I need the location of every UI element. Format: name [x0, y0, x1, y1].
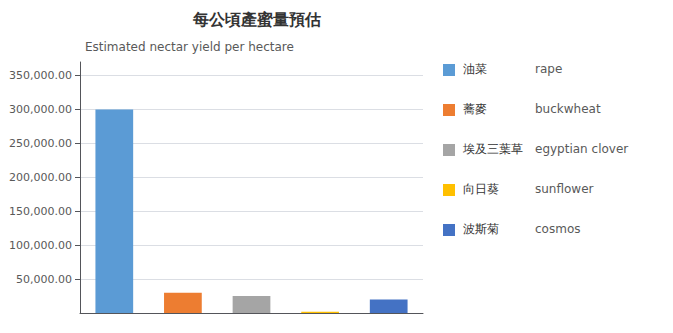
svg-text:每公頃產蜜量預估: 每公頃產蜜量預估: [192, 10, 321, 29]
svg-text:150,000.00: 150,000.00: [9, 205, 72, 218]
svg-text:向日葵: 向日葵: [463, 182, 499, 196]
svg-text:egyptian clover: egyptian clover: [535, 142, 628, 156]
svg-text:200,000.00: 200,000.00: [9, 171, 72, 184]
svg-text:50,000.00: 50,000.00: [16, 273, 72, 286]
svg-text:300,000.00: 300,000.00: [9, 103, 72, 116]
svg-text:sunflower: sunflower: [535, 182, 594, 196]
svg-text:Estimated nectar yield per hec: Estimated nectar yield per hectare: [85, 40, 294, 54]
svg-text:cosmos: cosmos: [535, 222, 580, 236]
svg-text:波斯菊: 波斯菊: [463, 222, 499, 236]
svg-text:250,000.00: 250,000.00: [9, 137, 72, 150]
svg-text:埃及三葉草: 埃及三葉草: [462, 142, 523, 156]
svg-text:油菜: 油菜: [463, 62, 487, 76]
svg-text:100,000.00: 100,000.00: [9, 239, 72, 252]
svg-text:buckwheat: buckwheat: [535, 102, 601, 116]
svg-text:rape: rape: [535, 62, 562, 76]
svg-text:350,000.00: 350,000.00: [9, 69, 72, 82]
svg-text:蕎麥: 蕎麥: [463, 102, 487, 116]
